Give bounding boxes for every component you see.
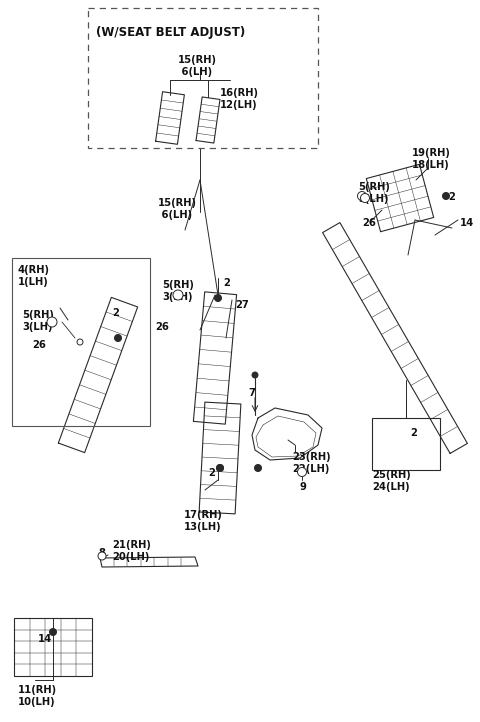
Text: 2: 2 [223, 278, 230, 288]
Text: 26: 26 [362, 218, 376, 228]
Text: 11(RH)
10(LH): 11(RH) 10(LH) [18, 685, 57, 708]
Text: 2: 2 [208, 468, 215, 478]
Text: 19(RH)
18(LH): 19(RH) 18(LH) [412, 148, 451, 170]
Circle shape [77, 339, 83, 345]
Text: 4(RH)
1(LH): 4(RH) 1(LH) [18, 265, 50, 287]
Circle shape [358, 191, 367, 201]
Text: (W/SEAT BELT ADJUST): (W/SEAT BELT ADJUST) [96, 26, 245, 39]
Text: 14: 14 [460, 218, 474, 228]
Text: 26: 26 [155, 322, 169, 332]
Text: 2: 2 [410, 428, 417, 438]
Text: 7: 7 [248, 388, 255, 398]
Bar [372, 418, 440, 470]
Bar [14, 618, 92, 676]
Text: 5(RH)
3(LH): 5(RH) 3(LH) [358, 182, 390, 204]
Circle shape [298, 468, 307, 477]
Bar [12, 258, 150, 426]
Text: 2: 2 [448, 192, 455, 202]
Text: 14: 14 [38, 634, 52, 644]
Text: 27: 27 [235, 300, 249, 310]
Circle shape [173, 290, 183, 300]
Text: 25(RH)
24(LH): 25(RH) 24(LH) [372, 470, 411, 492]
Circle shape [443, 193, 449, 199]
Text: 15(RH)
 6(LH): 15(RH) 6(LH) [158, 198, 197, 220]
Circle shape [216, 464, 224, 471]
Bar [88, 8, 318, 148]
Text: 2: 2 [112, 308, 119, 318]
Circle shape [252, 372, 258, 378]
Circle shape [49, 628, 57, 635]
Circle shape [254, 464, 262, 471]
Text: 8: 8 [98, 548, 105, 558]
Text: 16(RH)
12(LH): 16(RH) 12(LH) [220, 88, 259, 110]
Text: 21(RH)
20(LH): 21(RH) 20(LH) [112, 540, 151, 562]
Circle shape [215, 295, 221, 302]
Circle shape [216, 464, 224, 471]
Circle shape [47, 317, 57, 327]
Text: 5(RH)
3(LH): 5(RH) 3(LH) [162, 280, 194, 303]
Circle shape [360, 193, 370, 202]
Text: 5(RH)
3(LH): 5(RH) 3(LH) [22, 310, 54, 332]
Circle shape [115, 334, 121, 342]
Circle shape [98, 552, 106, 560]
Text: 9: 9 [300, 482, 307, 492]
Text: 17(RH)
13(LH): 17(RH) 13(LH) [184, 510, 223, 532]
Text: 23(RH)
22(LH): 23(RH) 22(LH) [292, 452, 331, 474]
Text: 26: 26 [32, 340, 46, 350]
Text: 15(RH)
 6(LH): 15(RH) 6(LH) [178, 55, 217, 77]
